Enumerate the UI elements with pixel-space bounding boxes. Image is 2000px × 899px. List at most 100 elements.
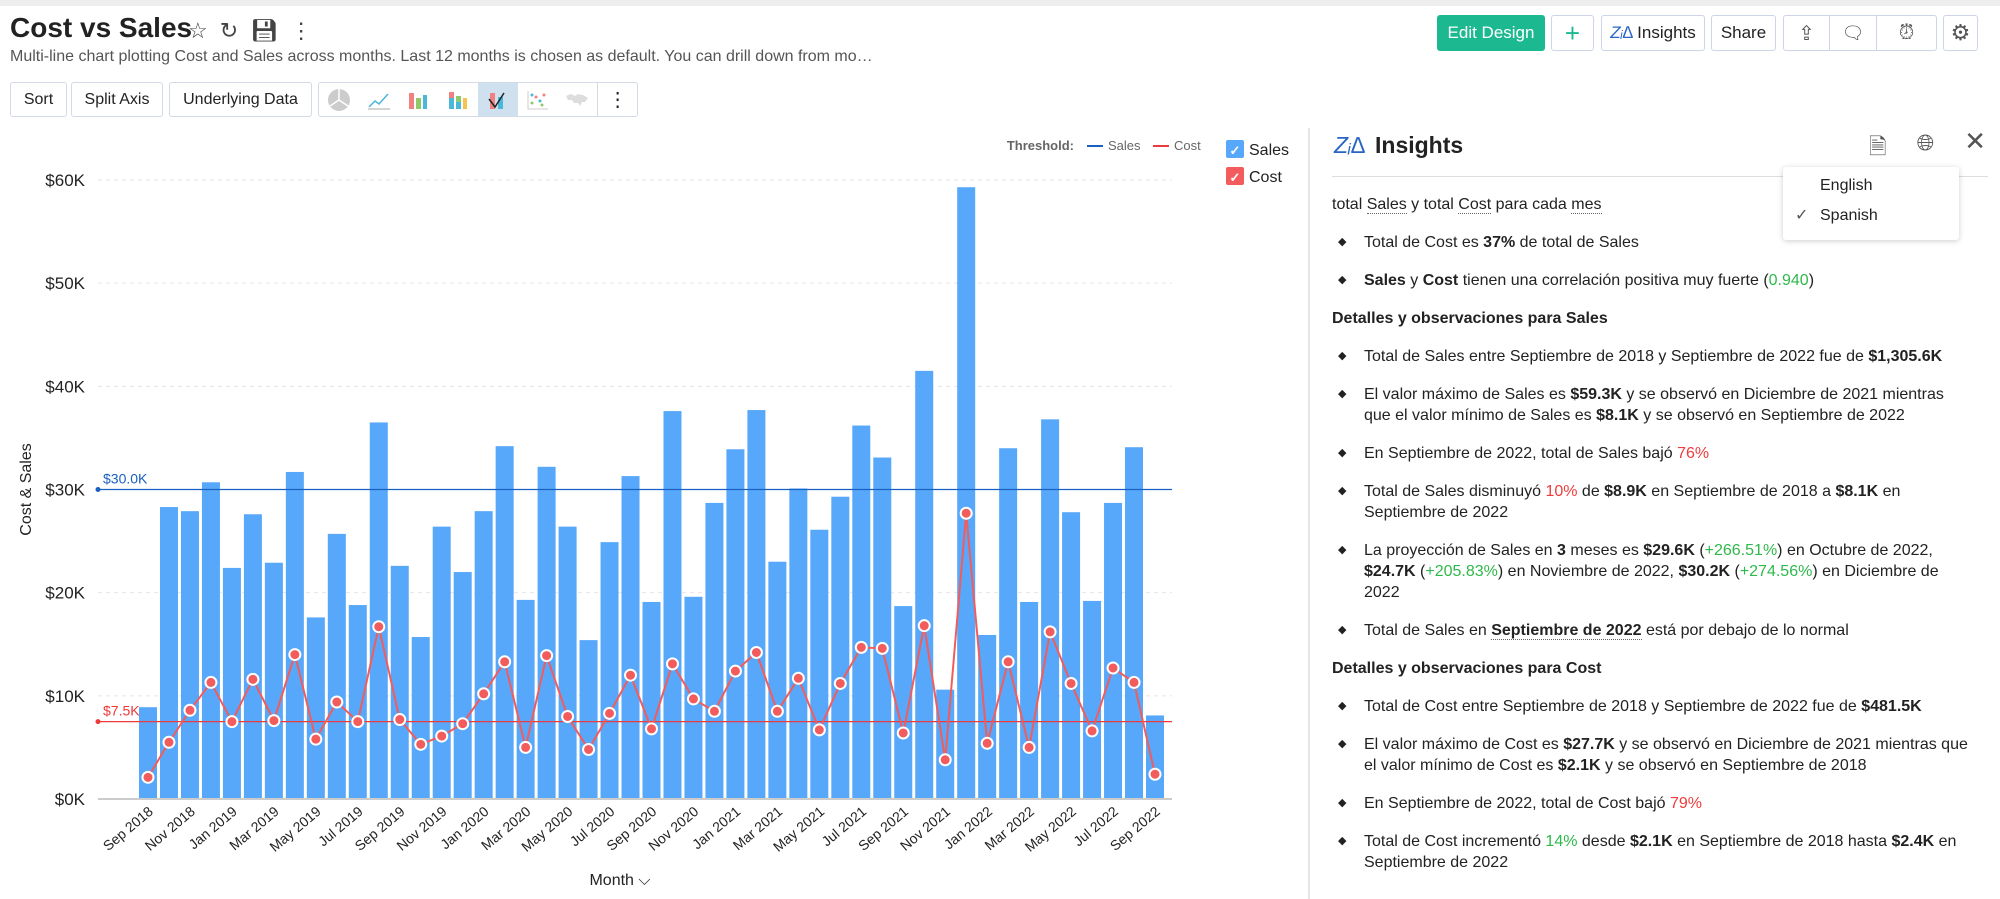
sort-button[interactable]: Sort (10, 82, 67, 117)
refresh-icon[interactable]: ↻ (219, 18, 239, 43)
insight-text: mes (1571, 196, 1602, 214)
insight-text: 14% (1545, 833, 1578, 850)
cost-point (1043, 625, 1057, 639)
sales-bar (369, 422, 388, 799)
insight-text: $2.1K (1557, 757, 1601, 774)
cost-point (435, 729, 449, 743)
insight-text: meses es (1565, 542, 1644, 559)
split-axis-button[interactable]: Split Axis (71, 82, 163, 117)
cost-point (1064, 676, 1078, 690)
insight-text: en Septiembre de 2022 (1364, 833, 1957, 871)
insight-text: Total de Sales entre Septiembre de 2018 … (1364, 348, 1869, 365)
add-button[interactable]: + (1551, 15, 1594, 51)
sales-bar (852, 425, 871, 799)
insight-text: para cada (1491, 196, 1572, 213)
language-option-english[interactable]: English (1783, 171, 1959, 201)
legend-checkbox-sales[interactable] (1226, 140, 1244, 158)
cost-point (665, 657, 679, 671)
more-icon[interactable]: ⋮ (290, 18, 313, 43)
export-button[interactable]: ⇪ (1783, 15, 1830, 51)
cost-point (225, 715, 239, 729)
schedule-button[interactable]: ⏰︎ (1876, 15, 1937, 51)
combo-chart-icon[interactable] (478, 83, 518, 116)
edit-design-button[interactable]: Edit Design (1437, 15, 1545, 51)
language-option-spanish[interactable]: ✓ Spanish (1783, 201, 1959, 231)
sales-bar (1146, 715, 1164, 799)
cost-point (980, 736, 994, 750)
cost-point (603, 706, 617, 720)
cost-point (477, 687, 491, 701)
sales-bar (243, 514, 262, 799)
x-axis-title: Month ⌵ (589, 872, 650, 889)
document-icon[interactable]: 🗎 (1868, 134, 1887, 159)
cost-point (812, 723, 826, 737)
close-icon[interactable]: ✕ (1964, 126, 1986, 156)
insight-text: 37% (1483, 234, 1516, 251)
insight-text: ) en Diciembre de 2022 (1364, 563, 1939, 601)
underlying-data-button[interactable]: Underlying Data (169, 82, 312, 117)
insight-text: Septiembre de 2022 (1491, 622, 1642, 640)
cost-point (582, 742, 596, 756)
insights-content: total Sales y total Cost para cada mes To… (1332, 194, 1972, 890)
insight-text: en Septiembre de 2018 hasta (1672, 833, 1892, 850)
insight-text: Total de Sales en (1364, 622, 1492, 639)
sales-bar (1020, 601, 1039, 799)
bar-chart-icon[interactable] (399, 83, 439, 116)
insight-text: $2.4K (1891, 833, 1935, 850)
insight-text: ( (1694, 542, 1705, 559)
sales-bar (411, 637, 430, 799)
insight-text: $59.3K (1570, 386, 1622, 403)
sales-bar (978, 634, 997, 799)
sales-bar (894, 606, 913, 799)
map-chart-icon[interactable] (558, 83, 598, 116)
stacked-bar-icon[interactable] (438, 83, 478, 116)
insight-text: Sales (1366, 196, 1407, 214)
insight-text: Total de Cost incrementó (1364, 833, 1546, 850)
cost-point (624, 668, 638, 682)
sales-bar (306, 617, 325, 799)
y-tick-label: $60K (45, 171, 85, 190)
comment-button[interactable]: 🗨︎ (1829, 15, 1877, 51)
insight-text: y total (1406, 196, 1459, 213)
check-icon: ✓ (1230, 143, 1241, 158)
cost-point (141, 770, 155, 784)
cost-point (351, 715, 365, 729)
insight-text: $2.1K (1629, 833, 1673, 850)
line-chart-icon[interactable] (359, 83, 399, 116)
cost-point (896, 726, 910, 740)
save-icon[interactable]: 💾︎ (250, 18, 279, 43)
y-tick-label: $10K (45, 687, 85, 706)
gear-icon: ⚙ (1950, 20, 1971, 45)
scatter-chart-icon[interactable] (518, 83, 558, 116)
cost-point (309, 732, 323, 746)
cost-point (183, 703, 197, 717)
globe-icon[interactable]: 🌐︎ (1916, 130, 1935, 155)
share-button[interactable]: Share (1711, 15, 1776, 51)
sales-bar (663, 411, 682, 799)
insight-text: ) (1808, 272, 1815, 289)
star-icon[interactable]: ☆ (188, 18, 208, 43)
cost-point (854, 640, 868, 654)
insight-text: en Septiembre de 2022 (1364, 483, 1901, 521)
insights-panel: Zᵢ∆ Insights 🗎 🌐︎ ✕ total Sales y total … (1308, 128, 2000, 899)
cost-point (707, 704, 721, 718)
legend-label: Cost (1249, 169, 1282, 186)
settings-button[interactable]: ⚙ (1943, 15, 1978, 51)
zia-icon: Zᵢ∆ (1334, 132, 1365, 158)
sales-bar (1041, 419, 1060, 799)
sales-bar (621, 476, 640, 799)
insights-button[interactable]: Zᵢ∆ Insights (1601, 15, 1705, 51)
cost-point (1001, 655, 1015, 669)
more-chart-options-icon[interactable]: ⋮ (597, 83, 637, 116)
insight-text: desde (1577, 833, 1630, 850)
pie-chart-icon[interactable] (319, 83, 359, 116)
insight-text: y se observó en Septiembre de 2018 (1600, 757, 1867, 774)
insight-item: Total de Sales en Septiembre de 2022 est… (1332, 620, 1972, 641)
insight-section-heading: Detalles y observaciones para Sales (1332, 310, 1608, 327)
insight-text: Total de Cost entre Septiembre de 2018 y… (1364, 698, 1862, 715)
sales-bar (495, 446, 514, 799)
cost-point (1148, 767, 1162, 781)
sales-bar (537, 466, 556, 799)
sales-bar (285, 471, 304, 799)
legend-checkbox-cost[interactable] (1226, 167, 1244, 185)
